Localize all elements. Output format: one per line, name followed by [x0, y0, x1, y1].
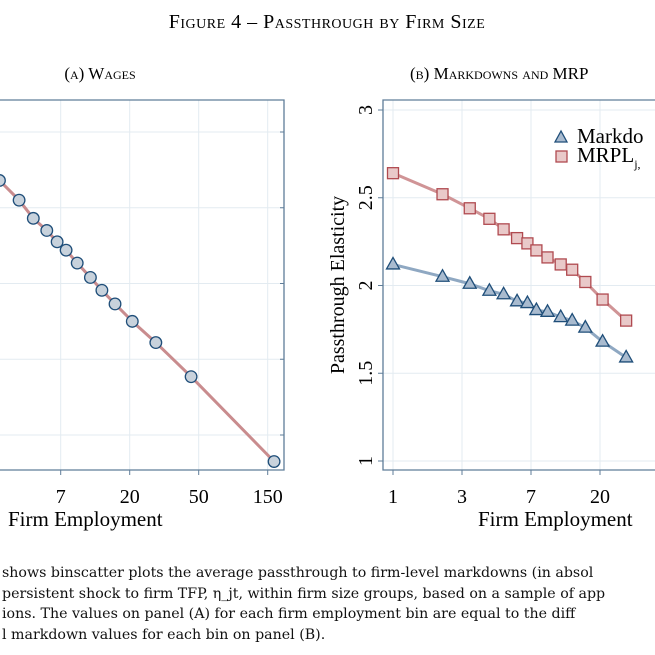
- data-point-triangle: [539, 303, 556, 317]
- panel-a-frame: [0, 99, 285, 471]
- data-point-circle: [184, 370, 198, 384]
- x-tick-label: 1: [388, 486, 398, 508]
- caption-line-3: ions. The values on panel (A) for each f…: [2, 606, 576, 622]
- data-point-triangle: [462, 275, 478, 289]
- data-point-circle: [83, 270, 97, 284]
- data-point-triangle: [528, 301, 545, 316]
- data-point-square: [566, 263, 579, 276]
- data-point-triangle: [594, 333, 611, 347]
- x-tick-label: 20: [590, 486, 610, 508]
- x-tick-label: 7: [56, 486, 66, 508]
- data-point-triangle: [385, 256, 401, 270]
- data-point-square: [619, 314, 633, 327]
- data-point-triangle: [553, 308, 569, 323]
- panel-b-title: (b) Markdowns and MRP: [410, 64, 588, 83]
- panel-a-title: (a) Wages: [64, 64, 135, 83]
- data-point-square: [510, 231, 524, 245]
- legend-label-mrpl: MRPLj,: [577, 143, 641, 171]
- y-tick-label: 2: [355, 281, 377, 291]
- data-point-square: [483, 212, 496, 225]
- panel-a-x-label: Firm Employment: [8, 507, 163, 531]
- legend-triangle-icon: [553, 129, 569, 143]
- data-point-square: [579, 275, 592, 289]
- panel-b-marks: [385, 167, 634, 363]
- data-point-circle: [59, 243, 73, 257]
- data-point-triangle: [564, 312, 580, 326]
- data-point-square: [463, 202, 476, 215]
- figure-title: Figure 4 – Passthrough by Firm Size: [169, 11, 486, 33]
- data-point-circle: [50, 235, 64, 249]
- y-tick-label: 2.5: [355, 185, 377, 210]
- panel-a-marks: [0, 174, 281, 468]
- x-tick-label: 7: [526, 486, 536, 508]
- panel-a: (a) Wages 7 20 50 150 Firm Employment: [0, 64, 285, 531]
- y-tick-label: 1.5: [355, 361, 377, 386]
- data-point-circle: [108, 297, 122, 311]
- panel-b-frame: [382, 99, 655, 471]
- panel-b-grid: [383, 100, 655, 470]
- data-point-circle: [40, 224, 54, 237]
- data-point-circle: [26, 211, 40, 225]
- panel-a-x-ticks: 7 20 50 150: [56, 131, 284, 508]
- panel-b-ticks: 1 1.5 2 2.5 3 1 3 7 20: [355, 105, 610, 508]
- data-point-square: [497, 223, 510, 236]
- data-point-triangle: [577, 319, 593, 333]
- data-point-circle: [70, 256, 84, 270]
- data-point-circle: [0, 174, 6, 187]
- data-point-triangle: [481, 282, 498, 296]
- data-point-circle: [267, 455, 281, 468]
- data-point-square: [541, 251, 554, 264]
- data-point-triangle: [509, 292, 525, 307]
- legend-square-icon: [555, 150, 568, 163]
- panel-a-grid: [0, 100, 284, 470]
- x-tick-label: 20: [120, 486, 140, 508]
- panel-b: (b) Markdowns and MRP 1 1.5 2 2.5 3 1 3 7 20 Pas…: [327, 64, 655, 531]
- data-point-square: [530, 244, 543, 257]
- legend-label-mrpl-subscript: j,: [633, 157, 640, 171]
- data-point-square: [386, 167, 400, 180]
- data-point-triangle: [495, 285, 512, 300]
- x-tick-label: 50: [189, 486, 209, 508]
- data-point-circle: [149, 336, 163, 350]
- caption-line-1: shows binscatter plots the average passt…: [2, 565, 594, 581]
- x-tick-label: 150: [253, 486, 283, 508]
- legend-label-mrpl-main: MRPL: [577, 143, 634, 167]
- caption: shows binscatter plots the average passt…: [2, 565, 605, 643]
- panel-a-plot-area: [0, 100, 284, 470]
- panel-b-x-label: Firm Employment: [478, 507, 633, 531]
- data-point-triangle: [618, 349, 634, 363]
- data-point-triangle: [434, 268, 451, 282]
- data-point-square: [436, 188, 449, 201]
- panel-b-y-label: Passthrough Elasticity: [327, 196, 349, 374]
- y-tick-label: 1: [355, 456, 377, 466]
- legend: Markdo MRPLj,: [553, 124, 644, 171]
- data-point-square: [554, 258, 567, 271]
- caption-line-2: persistent shock to firm TFP, η_jt, with…: [2, 586, 605, 602]
- x-tick-label: 3: [457, 486, 467, 508]
- data-point-square: [521, 237, 534, 250]
- data-point-circle: [12, 193, 26, 207]
- y-tick-label: 3: [355, 105, 377, 115]
- legend-label-markdown: Markdo: [577, 124, 644, 148]
- data-point-circle: [95, 283, 109, 297]
- caption-line-4: l markdown values for each bin on panel …: [2, 627, 325, 643]
- data-point-triangle: [519, 294, 536, 309]
- data-point-square: [596, 293, 609, 306]
- data-point-circle: [125, 314, 139, 328]
